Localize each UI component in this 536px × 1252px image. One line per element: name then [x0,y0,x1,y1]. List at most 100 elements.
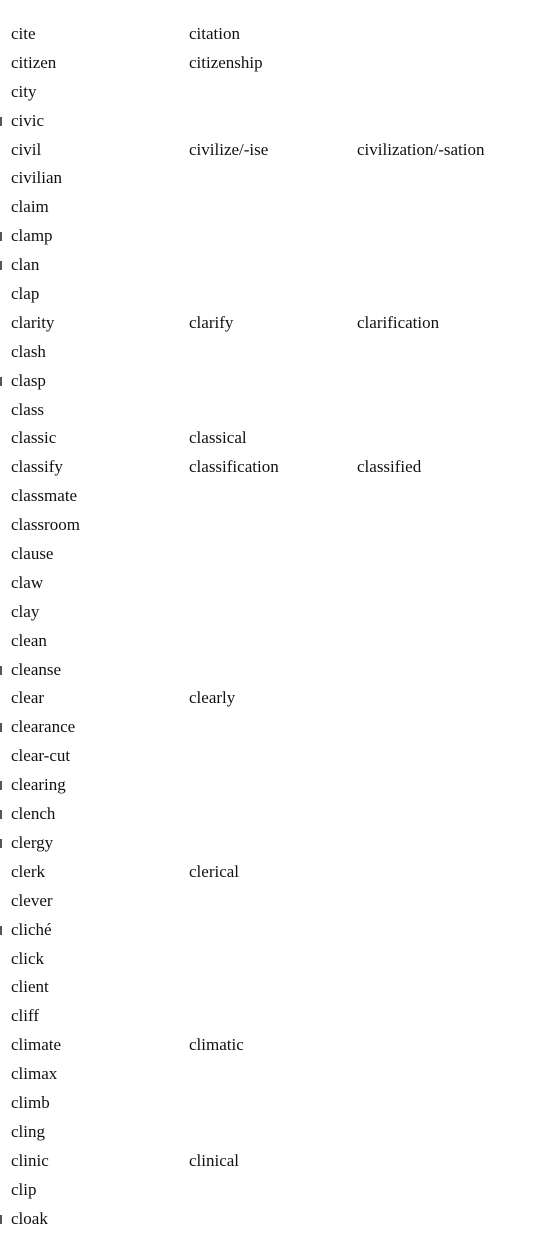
word-row: cliff [0,1002,536,1031]
related-word: civilize/-ise [189,139,269,159]
headword: cite [11,24,36,43]
margin-tick-mark [0,261,2,271]
word-row: classmate [0,482,536,511]
word-row: climax [0,1060,536,1089]
headword: cloak [11,1208,48,1228]
word-row: claw [0,569,536,598]
headword: clip [11,1179,37,1199]
headword: clean [11,630,47,650]
word-row: cliché [0,916,536,945]
word-row: clap [0,280,536,309]
headword: click [11,948,45,968]
word-row: cling [0,1118,536,1147]
word-row: clasp [0,367,536,396]
headword: class [11,399,45,419]
margin-tick-mark [0,116,2,126]
margin-tick-mark [0,376,2,386]
headword: clear [11,688,45,708]
word-row: civilian [0,164,536,193]
word-row: cite citation [0,20,536,49]
headword: climax [11,1064,58,1084]
word-row: clever [0,887,536,916]
related-word: climatic [189,1035,244,1055]
word-row: civil civilize/-ise civilization/-sation [0,136,536,165]
margin-tick-mark [0,665,2,675]
headword: clear-cut [11,746,71,766]
margin-tick-mark [0,838,2,848]
word-row: classic classical [0,424,536,453]
word-list: cite citation citizen citizenship city civic c… [0,20,536,1233]
word-row: clause [0,540,536,569]
margin-tick-mark [0,1214,2,1224]
word-row: clear clearly [0,684,536,713]
headword: clerk [11,861,45,881]
margin-tick-mark [0,232,2,242]
word-row: clamp [0,222,536,251]
related-word: citation [189,24,240,43]
headword: clearing [11,775,66,795]
headword: clamp [11,226,53,246]
headword: classify [11,457,63,477]
word-row: classify classification classified [0,453,536,482]
headword: clarity [11,312,55,332]
headword: claim [11,197,49,217]
margin-tick-mark [0,810,2,820]
word-row: cloak [0,1205,536,1234]
related-word: clearly [189,688,236,708]
word-row: clergy [0,829,536,858]
word-row: clearing [0,771,536,800]
word-row: civic [0,107,536,136]
headword: clench [11,804,56,824]
headword: cliff [11,1006,40,1026]
related-word-2: clarification [357,312,440,332]
word-row: clear-cut [0,742,536,771]
margin-tick-mark [0,781,2,791]
word-row: clay [0,598,536,627]
word-row: clarity clarify clarification [0,309,536,338]
margin-tick-mark [0,925,2,935]
headword: clever [11,890,53,910]
word-row: cleanse [0,656,536,685]
word-row: client [0,973,536,1002]
related-word: clarify [189,312,234,332]
headword: civil [11,139,42,159]
headword: civic [11,110,45,130]
word-row: clerk clerical [0,858,536,887]
related-word: clerical [189,861,240,881]
word-row: click [0,945,536,974]
word-row: climate climatic [0,1031,536,1060]
word-row: claim [0,193,536,222]
headword: clap [11,284,40,304]
word-row: classroom [0,511,536,540]
headword: climate [11,1035,62,1055]
headword: citizen [11,52,57,72]
headword: clash [11,341,46,361]
headword: claw [11,572,44,592]
word-row: clean [0,627,536,656]
margin-tick-mark [0,723,2,733]
headword: cleanse [11,659,62,679]
word-row: class [0,396,536,425]
headword: climb [11,1092,50,1112]
headword: classic [11,428,57,448]
headword: cling [11,1121,45,1141]
word-row: city [0,78,536,107]
related-word: citizenship [189,52,263,72]
headword: clan [11,255,40,275]
word-row: clash [0,338,536,367]
headword: classmate [11,486,78,506]
headword: clay [11,601,40,621]
related-word: clinical [189,1150,240,1170]
headword: city [11,81,37,101]
word-row: clinic clinical [0,1147,536,1176]
related-word: classical [189,428,247,448]
word-row: clip [0,1176,536,1205]
headword: clergy [11,832,54,852]
word-row: clearance [0,713,536,742]
headword: clasp [11,370,46,390]
headword: cliché [11,919,52,939]
headword: clearance [11,717,76,737]
word-row: clan [0,251,536,280]
related-word: classification [189,457,279,477]
related-word-2: classified [357,457,422,477]
